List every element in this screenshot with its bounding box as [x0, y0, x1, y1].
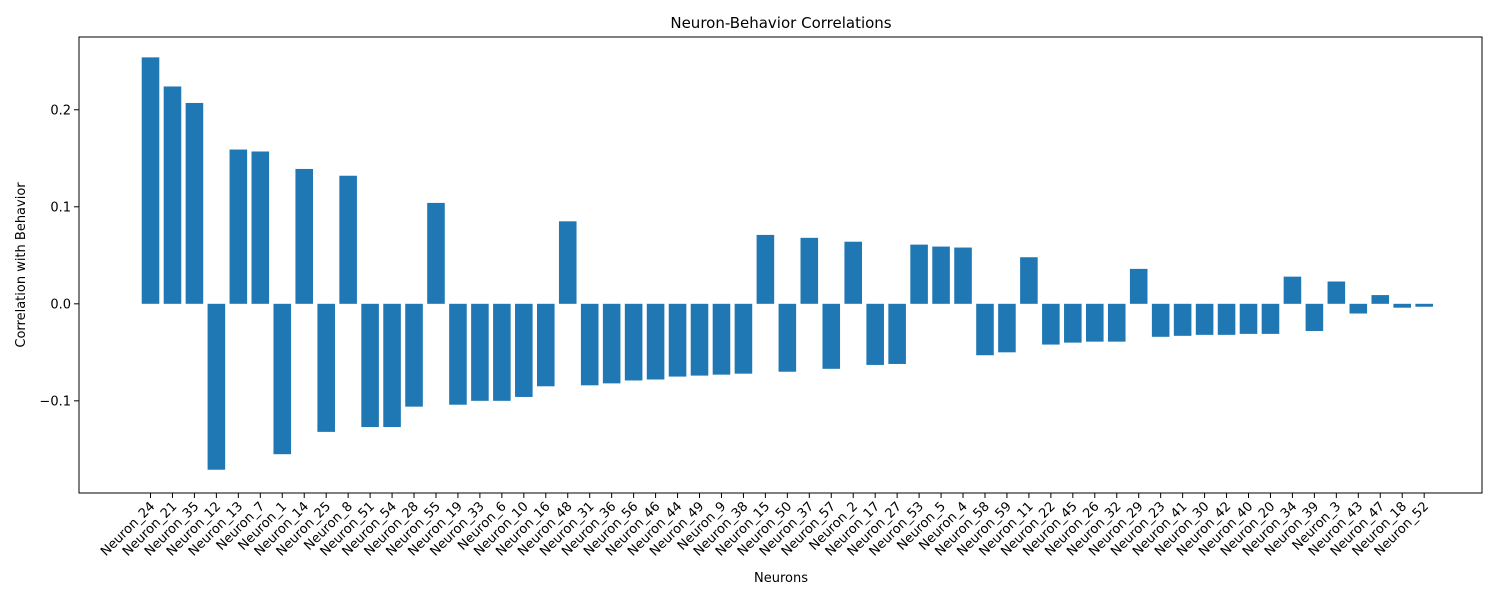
y-axis: −0.1 0.0 0.1 0.2 — [39, 103, 79, 409]
bar-neuron-58 — [976, 303, 994, 356]
bar-neuron-35 — [185, 102, 204, 304]
bar-neuron-21 — [163, 86, 182, 304]
bar-neuron-26 — [1086, 303, 1104, 342]
bar-neuron-30 — [1195, 303, 1214, 335]
bar-neuron-3 — [1327, 281, 1346, 304]
chart-title: Neuron-Behavior Correlations — [670, 14, 891, 32]
bar-neuron-52 — [1415, 303, 1433, 307]
bar-neuron-10 — [515, 303, 533, 397]
bar-neuron-40 — [1239, 303, 1258, 334]
bar-neuron-27 — [888, 303, 906, 364]
bar-neuron-45 — [1064, 303, 1082, 343]
bar-neuron-9 — [712, 303, 731, 375]
bar-neuron-50 — [778, 303, 797, 372]
x-axis: Neuron_24Neuron_21Neuron_35Neuron_12Neur… — [98, 493, 1432, 560]
bar-neuron-39 — [1305, 303, 1324, 331]
bar-neuron-14 — [295, 168, 314, 304]
bar-neuron-2 — [844, 241, 863, 304]
bar-neuron-15 — [756, 234, 775, 304]
bar-neuron-38 — [734, 303, 753, 374]
bar-neuron-57 — [822, 303, 841, 369]
bar-neuron-20 — [1261, 303, 1280, 334]
bar-neuron-46 — [646, 303, 665, 380]
bar-neuron-56 — [624, 303, 643, 381]
bar-neuron-51 — [361, 303, 379, 428]
y-tick-label: 0.0 — [50, 297, 71, 312]
bar-neuron-42 — [1217, 303, 1236, 335]
bar-neuron-32 — [1107, 303, 1126, 342]
bar-neuron-24 — [141, 57, 160, 304]
bar-neuron-5 — [932, 246, 950, 304]
y-tick-label: 0.1 — [50, 200, 71, 215]
bar-neuron-1 — [273, 303, 292, 455]
bar-neuron-8 — [339, 175, 357, 304]
bar-neuron-12 — [207, 303, 226, 470]
bar-neuron-4 — [954, 247, 972, 304]
bar-neuron-47 — [1371, 295, 1390, 304]
bar-neuron-54 — [383, 303, 401, 428]
bar-neuron-23 — [1151, 303, 1170, 337]
bar-neuron-37 — [800, 237, 819, 304]
plot-frame — [78, 36, 1483, 494]
bar-neuron-31 — [580, 303, 599, 386]
bar-neuron-59 — [998, 303, 1016, 353]
bar-neuron-16 — [537, 303, 555, 387]
bars-group — [141, 57, 1433, 470]
bar-neuron-17 — [866, 303, 884, 365]
bar-neuron-49 — [690, 303, 709, 376]
bar-neuron-11 — [1020, 257, 1038, 304]
bar-neuron-29 — [1129, 268, 1148, 304]
bar-neuron-19 — [449, 303, 467, 405]
y-tick-label: −0.1 — [39, 394, 71, 409]
bar-neuron-53 — [910, 244, 928, 304]
bar-neuron-43 — [1349, 303, 1368, 314]
bar-neuron-22 — [1042, 303, 1060, 345]
bar-neuron-41 — [1173, 303, 1192, 336]
bar-neuron-44 — [668, 303, 687, 377]
x-axis-label: Neurons — [754, 571, 808, 586]
bar-neuron-36 — [602, 303, 621, 384]
y-axis-label: Correlation with Behavior — [14, 182, 29, 348]
bar-neuron-55 — [427, 202, 445, 304]
bar-neuron-33 — [471, 303, 489, 401]
bar-neuron-6 — [493, 303, 511, 401]
bar-neuron-18 — [1393, 303, 1412, 308]
bar-neuron-25 — [317, 303, 335, 432]
y-tick-label: 0.2 — [50, 103, 71, 118]
bar-neuron-7 — [251, 151, 270, 304]
bar-neuron-34 — [1283, 276, 1302, 304]
bar-neuron-48 — [558, 221, 577, 304]
bar-neuron-13 — [229, 149, 248, 304]
bar-neuron-28 — [405, 303, 423, 407]
